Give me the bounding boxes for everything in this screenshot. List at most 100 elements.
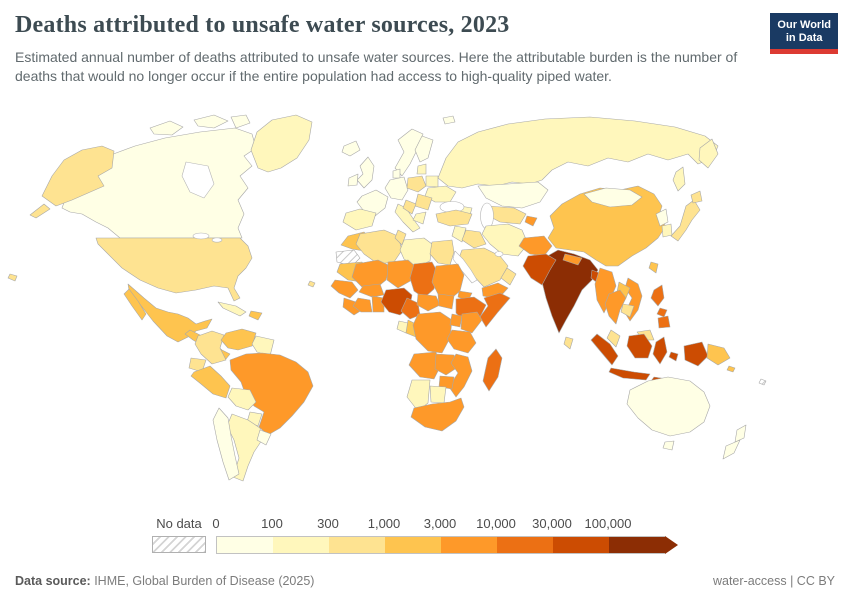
country-turkey[interactable] bbox=[435, 209, 473, 227]
country-usa-alaska-tail[interactable] bbox=[29, 203, 51, 219]
country-papua-new-guinea[interactable] bbox=[706, 343, 731, 366]
country-canada-arctic-3[interactable] bbox=[230, 114, 251, 129]
country-russia-kamchatka[interactable] bbox=[698, 138, 719, 169]
legend-color-segment[interactable] bbox=[329, 537, 385, 553]
country-dr-congo[interactable] bbox=[412, 311, 453, 354]
license-note[interactable]: water-access | CC BY bbox=[712, 574, 835, 588]
country-usa-hawaii[interactable] bbox=[7, 273, 18, 282]
country-uruguay[interactable] bbox=[256, 429, 272, 446]
legend-color-segment[interactable] bbox=[553, 537, 609, 553]
country-ivory-coast[interactable] bbox=[352, 297, 373, 313]
country-united-kingdom[interactable] bbox=[356, 156, 375, 189]
country-fiji[interactable] bbox=[758, 378, 767, 386]
country-somalia[interactable] bbox=[479, 292, 511, 328]
country-solomon-islands[interactable] bbox=[726, 365, 736, 373]
country-greece[interactable] bbox=[412, 211, 427, 225]
country-belarus[interactable] bbox=[425, 175, 439, 188]
country-tajikistan[interactable] bbox=[524, 215, 538, 227]
country-madagascar[interactable] bbox=[482, 348, 503, 392]
country-mexico-baja[interactable] bbox=[123, 288, 147, 321]
country-western-sahara[interactable] bbox=[335, 249, 361, 267]
country-iran[interactable] bbox=[481, 223, 529, 257]
country-mongolia[interactable] bbox=[583, 187, 643, 208]
country-central-african-republic[interactable] bbox=[416, 293, 441, 312]
legend-color-segment[interactable] bbox=[497, 537, 553, 553]
country-iceland[interactable] bbox=[341, 140, 361, 157]
country-india[interactable] bbox=[539, 249, 599, 334]
country-tanzania[interactable] bbox=[446, 329, 477, 354]
country-philippines-visayas[interactable] bbox=[656, 307, 668, 318]
country-south-sudan[interactable] bbox=[437, 293, 455, 310]
country-japan-honshu[interactable] bbox=[670, 199, 701, 242]
country-taiwan[interactable] bbox=[648, 261, 659, 274]
country-burkina-faso[interactable] bbox=[358, 283, 385, 298]
country-france[interactable] bbox=[356, 189, 389, 217]
country-indonesia-maluku[interactable] bbox=[668, 351, 679, 362]
country-kazakhstan[interactable] bbox=[477, 181, 549, 209]
owid-logo[interactable]: Our World in Data bbox=[770, 13, 838, 54]
region-norway-sweden[interactable] bbox=[394, 128, 424, 177]
country-nepal[interactable] bbox=[562, 253, 583, 266]
country-south-korea[interactable] bbox=[661, 223, 673, 238]
legend-color-segment[interactable] bbox=[217, 537, 273, 553]
region-hispaniola[interactable] bbox=[248, 310, 263, 321]
region-romania-bulgaria[interactable] bbox=[414, 193, 433, 211]
country-indonesia-java[interactable] bbox=[608, 367, 651, 381]
country-indonesia-sumatra[interactable] bbox=[590, 333, 619, 366]
region-balkans[interactable] bbox=[402, 199, 417, 215]
country-iraq[interactable] bbox=[461, 229, 487, 249]
country-algeria[interactable] bbox=[355, 229, 403, 265]
country-south-africa[interactable] bbox=[410, 397, 465, 432]
country-mozambique[interactable] bbox=[448, 353, 473, 398]
country-uganda[interactable] bbox=[449, 313, 463, 328]
country-thailand[interactable] bbox=[604, 289, 627, 325]
country-oman[interactable] bbox=[500, 267, 517, 286]
country-denmark[interactable] bbox=[392, 168, 401, 179]
country-peru[interactable] bbox=[190, 365, 231, 399]
country-poland[interactable] bbox=[406, 175, 427, 193]
country-finland[interactable] bbox=[414, 135, 434, 163]
country-malaysia[interactable] bbox=[606, 329, 621, 348]
country-egypt[interactable] bbox=[429, 239, 455, 266]
no-data-swatch[interactable] bbox=[152, 536, 206, 553]
legend-color-segment[interactable] bbox=[273, 537, 329, 553]
country-indonesia-sulawesi[interactable] bbox=[652, 336, 668, 365]
country-kenya[interactable] bbox=[460, 311, 483, 334]
region-svalbard[interactable] bbox=[442, 115, 456, 125]
region-baltics[interactable] bbox=[416, 163, 427, 175]
legend-color-segment[interactable] bbox=[385, 537, 441, 553]
country-pakistan[interactable] bbox=[522, 253, 557, 286]
country-bolivia[interactable] bbox=[227, 387, 257, 411]
country-ireland[interactable] bbox=[347, 173, 359, 187]
country-australia-tasmania[interactable] bbox=[662, 440, 675, 451]
country-japan-hokkaido[interactable] bbox=[690, 190, 703, 204]
region-germany-central-europe[interactable] bbox=[384, 176, 409, 201]
country-mexico[interactable] bbox=[127, 283, 213, 343]
country-argentina[interactable] bbox=[226, 413, 263, 482]
region-spain-portugal[interactable] bbox=[342, 208, 377, 231]
country-zimbabwe[interactable] bbox=[438, 375, 455, 390]
country-usa[interactable] bbox=[95, 237, 253, 302]
country-canada-arctic-1[interactable] bbox=[149, 120, 184, 136]
country-cameroon[interactable] bbox=[400, 297, 421, 320]
country-sri-lanka[interactable] bbox=[563, 336, 574, 350]
country-venezuela[interactable] bbox=[220, 328, 257, 351]
country-russia[interactable] bbox=[437, 116, 719, 189]
region-ghana-togo-benin[interactable] bbox=[371, 295, 385, 313]
country-russia-sakhalin[interactable] bbox=[672, 166, 686, 192]
country-indonesia-kalimantan[interactable] bbox=[626, 333, 653, 359]
country-philippines-luzon[interactable] bbox=[650, 284, 665, 307]
country-angola[interactable] bbox=[408, 351, 441, 380]
country-new-zealand-north[interactable] bbox=[734, 424, 747, 443]
country-zambia[interactable] bbox=[434, 353, 459, 376]
country-chad[interactable] bbox=[409, 261, 439, 299]
country-cambodia[interactable] bbox=[620, 303, 635, 318]
country-north-korea[interactable] bbox=[655, 208, 669, 227]
region-sierra-leone-liberia[interactable] bbox=[342, 297, 363, 316]
country-australia[interactable] bbox=[626, 376, 711, 437]
country-afghanistan[interactable] bbox=[518, 235, 553, 257]
country-indonesia-papua[interactable] bbox=[683, 341, 709, 367]
country-canada-arctic-2[interactable] bbox=[193, 114, 229, 129]
legend-color-segment[interactable] bbox=[441, 537, 497, 553]
country-cuba[interactable] bbox=[217, 301, 247, 317]
